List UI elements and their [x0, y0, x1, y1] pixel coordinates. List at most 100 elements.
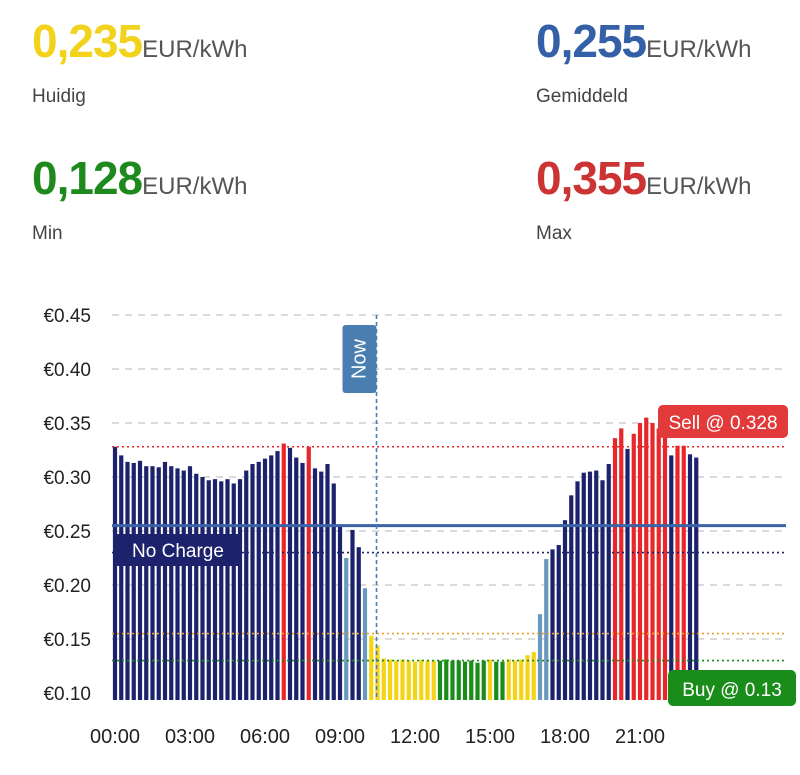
price-bar: [581, 472, 586, 700]
price-bar: [312, 468, 318, 700]
price-bar: [400, 659, 405, 700]
price-bar: [162, 461, 168, 700]
price-bar: [506, 659, 511, 700]
price-bar: [125, 461, 130, 700]
price-bar: [200, 477, 205, 700]
price-bar: [144, 466, 149, 700]
price-bar: [262, 458, 268, 700]
y-tick-label: €0.20: [43, 576, 91, 597]
price-bar: [131, 462, 136, 700]
y-tick-label: €0.25: [43, 522, 91, 543]
stat-current: 0,235EUR/kWh Huidig: [32, 18, 247, 108]
price-bar: [631, 433, 636, 700]
price-bar: [175, 468, 180, 700]
price-bar: [150, 466, 155, 700]
stat-max: 0,355EUR/kWh Max: [536, 155, 751, 245]
price-bar: [587, 471, 593, 700]
buy-label-box: [668, 670, 796, 706]
price-bar: [306, 446, 311, 700]
now-label-box: [342, 325, 377, 393]
price-bar: [544, 559, 549, 700]
price-bar: [519, 659, 524, 700]
sell-label: Sell @ 0.328: [668, 413, 777, 434]
x-tick-label: 00:00: [90, 726, 140, 748]
price-bar: [625, 448, 630, 700]
price-bar: [637, 423, 643, 700]
price-bar: [469, 660, 474, 700]
price-bar: [462, 661, 468, 700]
no-charge-label: No Charge: [132, 541, 224, 562]
stat-average-value-line: 0,255EUR/kWh: [536, 18, 751, 64]
price-chart: €0.10 €0.15 €0.20 €0.25 €0.30 €0.35 €0.40 €0.45…: [43, 306, 796, 748]
price-bar: [225, 479, 230, 700]
price-bar: [244, 470, 249, 700]
price-bar: [681, 445, 686, 700]
price-bar: [662, 434, 668, 700]
stat-max-label: Max: [536, 223, 572, 244]
price-bar: [331, 483, 336, 700]
price-bar: [569, 495, 574, 700]
price-bar: [475, 662, 480, 700]
price-bar: [431, 660, 436, 700]
price-bar: [562, 520, 568, 700]
price-bar: [269, 455, 274, 700]
x-tick-label: 18:00: [540, 726, 590, 748]
sell-label-box: [658, 405, 788, 438]
stat-min-value: 0,128: [32, 152, 143, 204]
x-tick-label: 06:00: [240, 726, 290, 748]
x-tick-label: 12:00: [390, 726, 440, 748]
stat-current-unit: EUR/kWh: [142, 36, 248, 63]
price-bar: [644, 417, 649, 700]
price-bar: [300, 462, 305, 700]
y-tick-label: €0.10: [43, 684, 91, 705]
price-bar: [619, 428, 624, 700]
price-bar: [600, 480, 605, 700]
price-bar: [212, 479, 218, 700]
stat-min: 0,128EUR/kWh Min: [32, 155, 247, 245]
y-tick-label: €0.35: [43, 414, 91, 435]
price-bar: [550, 549, 555, 700]
y-tick-label: €0.45: [43, 306, 91, 327]
price-bar: [500, 661, 505, 700]
y-tick-label: €0.30: [43, 468, 91, 489]
no-charge-label-box: [115, 534, 242, 566]
price-bar: [481, 660, 486, 700]
price-bar: [387, 659, 393, 700]
price-bar: [606, 464, 611, 700]
price-bar: [375, 645, 380, 700]
price-bar: [381, 658, 386, 700]
price-bar: [437, 660, 443, 700]
stat-average-value: 0,255: [536, 15, 647, 67]
price-bar: [256, 461, 261, 700]
stat-max-unit: EUR/kWh: [646, 173, 752, 200]
stat-current-label: Huidig: [32, 86, 86, 107]
price-bar: [206, 480, 211, 700]
price-bar: [187, 466, 193, 700]
price-bar: [612, 438, 618, 700]
price-bar: [294, 457, 299, 700]
price-bar: [487, 659, 493, 700]
price-bar: [287, 447, 293, 700]
price-bar: [656, 428, 661, 700]
price-bar: [412, 661, 418, 700]
price-bar: [425, 660, 430, 700]
price-bar: [512, 660, 518, 700]
price-bar: [275, 451, 280, 700]
price-bar: [494, 661, 499, 700]
buy-label: Buy @ 0.13: [682, 680, 782, 701]
price-bar: [231, 483, 236, 700]
price-bar: [669, 455, 674, 700]
price-bar: [156, 467, 161, 700]
price-bar: [394, 660, 399, 700]
price-bar: [556, 545, 561, 700]
price-bar: [356, 547, 361, 700]
price-bar: [194, 473, 199, 700]
price-bar: [219, 481, 224, 700]
stat-max-value-line: 0,355EUR/kWh: [536, 155, 751, 201]
price-bar: [525, 655, 530, 700]
price-bar: [406, 660, 411, 700]
y-tick-label: €0.15: [43, 630, 91, 651]
price-bar: [444, 659, 449, 700]
price-bar: [694, 457, 699, 700]
price-bar: [531, 651, 536, 700]
